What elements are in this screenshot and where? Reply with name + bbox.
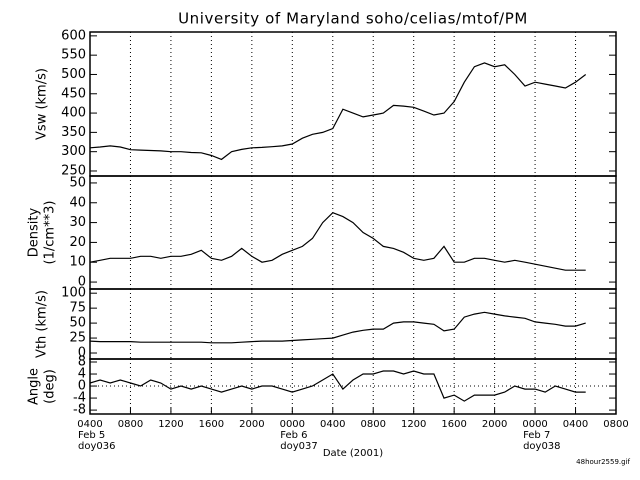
y-tick-label: 25 — [69, 331, 86, 346]
y-tick-label: 4 — [78, 367, 86, 382]
data-line — [89, 311, 586, 344]
panel-frame — [89, 31, 617, 177]
x-tick-label: 0400 — [320, 419, 345, 430]
chart-title: University of Maryland soho/celias/mtof/… — [178, 10, 528, 28]
y-tick-label: 450 — [61, 86, 86, 101]
date-label: doy038 — [523, 441, 560, 452]
date-label: Feb 6 — [280, 430, 307, 441]
y-tick-label: 400 — [61, 106, 86, 121]
y-tick-label: 20 — [69, 235, 86, 250]
y-axis-label: Vsw (km/s) — [35, 68, 50, 140]
x-tick-label: 0400 — [563, 419, 588, 430]
y-tick-label: 500 — [61, 67, 86, 82]
y-axis-label: (deg) — [43, 369, 58, 404]
y-tick-label: 50 — [69, 175, 86, 190]
y-tick-label: 30 — [69, 215, 86, 230]
y-tick-label: 350 — [61, 125, 86, 140]
y-tick-label: 75 — [69, 301, 86, 316]
y-tick-label: 250 — [61, 163, 86, 178]
y-tick-label: 8 — [78, 355, 86, 370]
x-tick-label: 0800 — [361, 419, 386, 430]
y-tick-label: 600 — [61, 28, 86, 43]
y-axis-label: (1/cm**3) — [43, 201, 58, 265]
x-tick-label: 1600 — [199, 419, 224, 430]
y-tick-label: 550 — [61, 48, 86, 63]
x-tick-label: 1200 — [158, 419, 183, 430]
y-tick-label: -8 — [73, 403, 86, 418]
panel-frame — [89, 175, 617, 290]
footnote: 48hour2559.gif — [576, 458, 630, 466]
y-axis-label: Vth (km/s) — [35, 290, 50, 358]
date-label: doy037 — [280, 441, 317, 452]
panel-frame — [89, 288, 617, 360]
data-line — [89, 212, 586, 271]
x-tick-label: 0400 — [77, 419, 102, 430]
x-tick-label: 1600 — [441, 419, 466, 430]
y-tick-label: 100 — [61, 286, 86, 301]
y-tick-label: -4 — [73, 391, 86, 406]
panel-frame — [89, 358, 617, 415]
x-tick-label: 0000 — [522, 419, 547, 430]
data-line — [89, 62, 587, 161]
y-tick-label: 40 — [69, 195, 86, 210]
x-tick-label: 2000 — [482, 419, 507, 430]
x-tick-label: 0800 — [603, 419, 628, 430]
date-label: doy036 — [78, 441, 115, 452]
y-tick-label: 10 — [69, 255, 86, 270]
x-axis-label: Date (2001) — [323, 448, 383, 459]
date-label: Feb 7 — [523, 430, 550, 441]
y-tick-label: 300 — [61, 144, 86, 159]
y-axis-label: Density — [27, 207, 42, 257]
y-tick-label: 50 — [69, 316, 86, 331]
x-tick-label: 2000 — [239, 419, 264, 430]
x-tick-label: 0000 — [280, 419, 305, 430]
date-label: Feb 5 — [78, 430, 105, 441]
y-axis-label: Angle — [27, 368, 42, 405]
y-tick-label: 0 — [78, 275, 86, 290]
x-tick-label: 0800 — [118, 419, 143, 430]
y-tick-label: 0 — [78, 346, 86, 361]
y-tick-label: 0 — [78, 379, 86, 394]
data-line — [89, 370, 586, 402]
x-tick-label: 1200 — [401, 419, 426, 430]
